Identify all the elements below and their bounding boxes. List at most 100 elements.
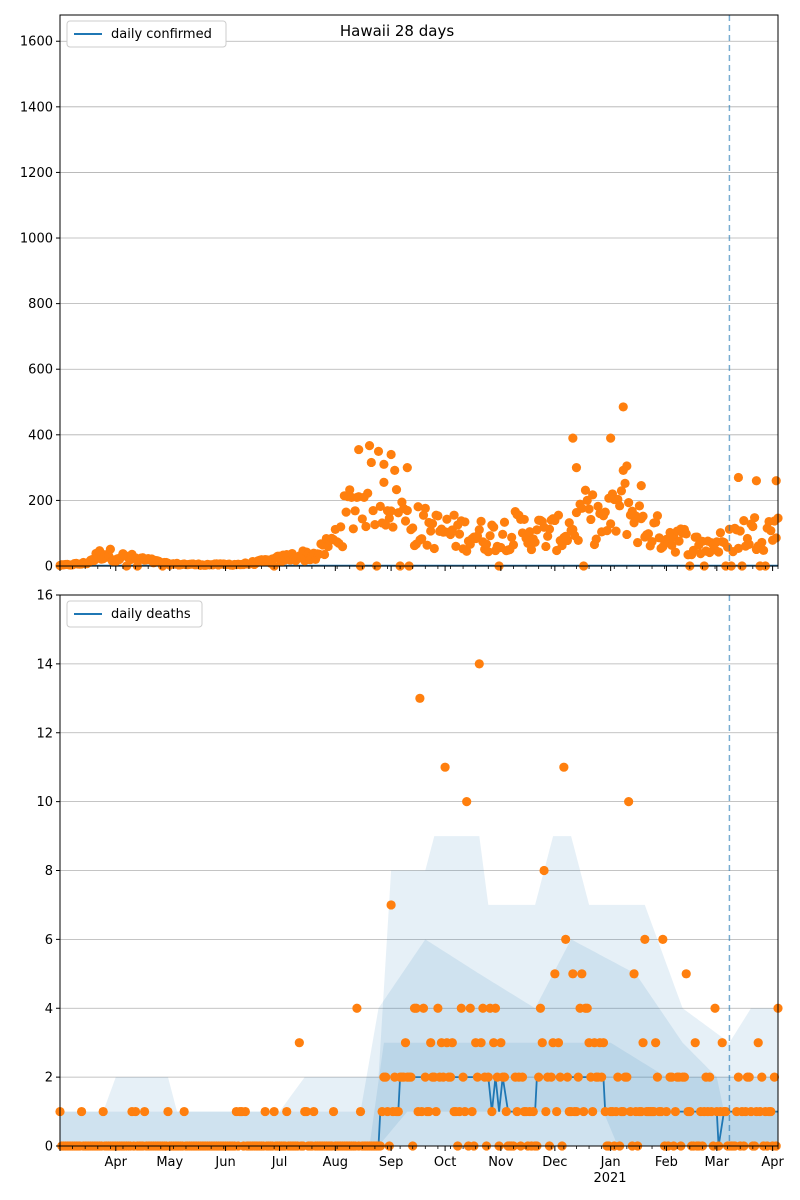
confirmed-y-ticks: 0 200 400 600 800 1000 1200 1400 1600 (20, 35, 60, 575)
data-point (766, 1106, 776, 1117)
data-point (498, 529, 508, 539)
data-point (489, 1038, 499, 1048)
data-point (319, 549, 330, 560)
data-point (426, 1038, 436, 1048)
data-point (426, 526, 436, 536)
deaths-x-ticks: Apr May Jun Jul Aug Sep Oct Nov Dec Jan Feb Mar Apr (59, 1146, 784, 1170)
y-tick-label: 2 (45, 1071, 53, 1086)
data-point (651, 1038, 661, 1048)
data-point (739, 516, 749, 526)
data-point (472, 1072, 483, 1082)
data-point (445, 1072, 456, 1082)
deaths-y-ticks: 0 2 4 6 8 10 12 14 16 (36, 589, 60, 1155)
data-point (381, 520, 391, 530)
data-point (757, 1072, 767, 1082)
x-tick-label: May (156, 1155, 183, 1170)
data-point (710, 1003, 720, 1013)
data-point (449, 510, 459, 520)
data-point (282, 1106, 292, 1117)
y-tick-label: 16 (36, 589, 53, 604)
data-point (456, 1003, 466, 1013)
data-point (388, 522, 398, 532)
data-point (733, 1072, 744, 1082)
data-point (368, 505, 378, 516)
data-point (714, 547, 724, 557)
y-tick-label: 400 (28, 428, 53, 443)
data-point (462, 546, 472, 556)
data-point (618, 1106, 628, 1117)
data-point (433, 511, 443, 521)
data-point (98, 1106, 108, 1117)
y-tick-label: 0 (45, 1140, 53, 1155)
data-point (744, 539, 754, 549)
data-point (750, 513, 760, 523)
data-point (544, 524, 555, 534)
data-point (402, 463, 412, 473)
data-point (400, 516, 411, 526)
data-point (139, 1106, 150, 1117)
deaths-legend-label: daily deaths (111, 607, 191, 622)
data-point (634, 501, 645, 511)
data-point (541, 1106, 551, 1117)
data-point (489, 522, 499, 532)
x-tick-label: Aug (323, 1155, 348, 1170)
data-point (105, 544, 115, 554)
data-point (417, 534, 427, 544)
data-point (606, 519, 616, 529)
data-point (748, 521, 758, 532)
data-point (530, 537, 540, 547)
confirmed-gridlines (60, 40, 778, 567)
data-point (454, 529, 465, 539)
data-point (622, 1072, 632, 1082)
data-point (539, 865, 549, 876)
data-point (636, 481, 646, 491)
deaths-bands (60, 836, 778, 1146)
data-point (294, 1038, 304, 1048)
chart-title: Hawaii 28 days (340, 22, 454, 40)
y-tick-label: 4 (45, 1002, 53, 1017)
data-point (478, 1003, 488, 1013)
data-point (179, 1106, 189, 1117)
data-point (260, 1106, 270, 1117)
data-point (681, 529, 691, 539)
data-point (424, 1106, 434, 1117)
data-point (568, 433, 578, 443)
data-point (352, 1003, 362, 1013)
data-point (616, 486, 627, 496)
data-point (611, 526, 621, 536)
data-point (759, 545, 769, 555)
data-point (402, 505, 412, 516)
x-tick-label: Apr (105, 1155, 128, 1170)
confirmed-legend: daily confirmed (66, 20, 227, 48)
data-point (413, 502, 423, 512)
data-point (534, 1072, 544, 1082)
data-point (526, 544, 537, 555)
data-point (588, 490, 598, 500)
data-point (451, 541, 461, 551)
data-point (370, 520, 380, 530)
deaths-chart: 0 2 4 6 8 10 12 14 16 Apr May Jun Jul Aug Sep Oct Nov De… (36, 589, 784, 1187)
data-point (433, 1003, 443, 1013)
y-tick-label: 200 (28, 494, 53, 509)
data-point (391, 485, 402, 495)
data-point (309, 1106, 319, 1117)
data-point (363, 488, 373, 498)
data-point (467, 1106, 477, 1117)
data-point (571, 463, 582, 473)
data-point (670, 1106, 681, 1117)
data-point (685, 1106, 695, 1117)
y-tick-label: 1000 (20, 232, 53, 247)
data-point (476, 516, 486, 526)
data-point (606, 433, 616, 443)
data-point (766, 526, 776, 536)
data-point (379, 477, 389, 487)
data-point (582, 1003, 592, 1013)
y-tick-label: 600 (28, 363, 53, 378)
data-point (386, 900, 396, 910)
data-point (163, 1106, 173, 1117)
data-point (490, 1003, 501, 1013)
data-point (474, 525, 484, 535)
data-point (483, 1072, 493, 1082)
data-point (600, 507, 610, 517)
data-point (501, 1106, 511, 1117)
